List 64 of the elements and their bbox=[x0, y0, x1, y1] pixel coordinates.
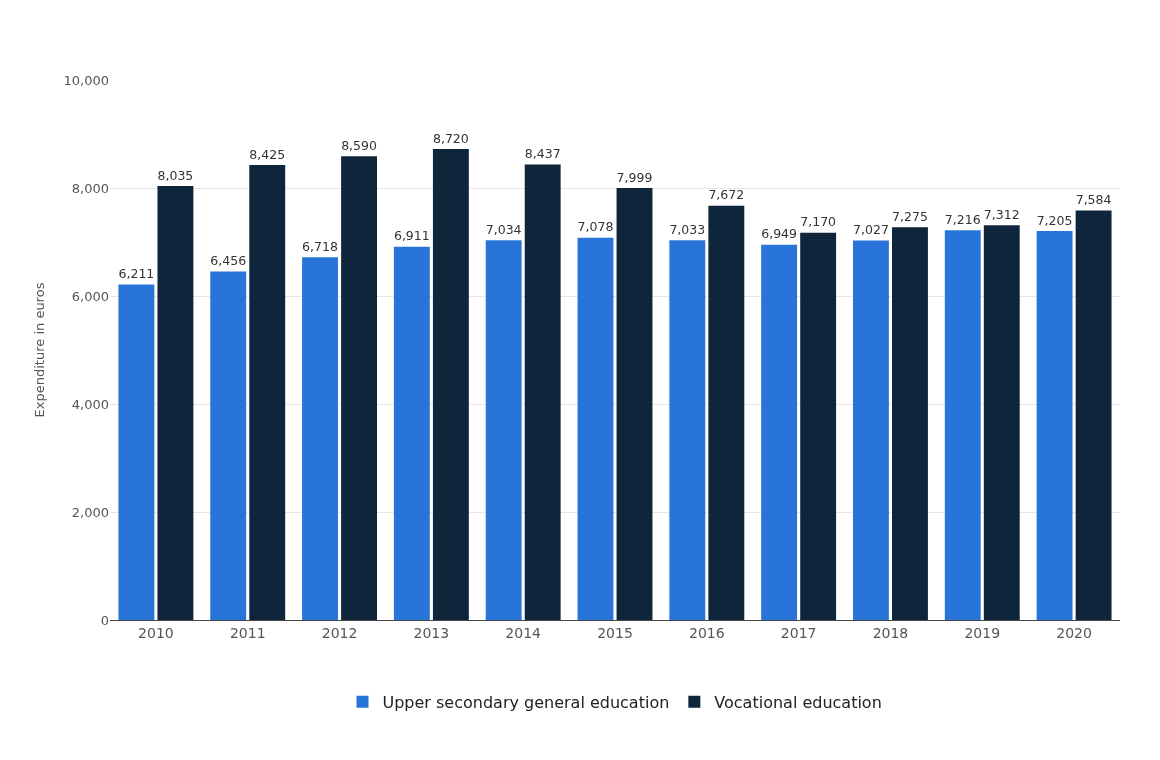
bar bbox=[1075, 210, 1112, 620]
bar bbox=[852, 240, 889, 620]
y-tick-label: 2,000 bbox=[71, 504, 109, 520]
bar bbox=[944, 230, 981, 620]
x-tick-label: 2011 bbox=[229, 624, 266, 641]
y-tick-label: 6,000 bbox=[71, 288, 109, 304]
bar bbox=[708, 205, 745, 620]
bar bbox=[341, 156, 378, 620]
bar bbox=[892, 227, 928, 620]
x-tick-label: 2013 bbox=[413, 624, 450, 641]
bar bbox=[485, 240, 522, 620]
bar bbox=[210, 271, 247, 620]
data-label: 8,425 bbox=[249, 146, 286, 162]
y-tick-label: 10,000 bbox=[63, 72, 109, 88]
x-tick-label: 2019 bbox=[964, 624, 1001, 641]
legend-label: Upper secondary general education bbox=[382, 692, 670, 712]
bar bbox=[524, 164, 561, 620]
data-label: 7,205 bbox=[1036, 212, 1073, 228]
data-label: 8,720 bbox=[432, 130, 469, 146]
bar bbox=[1036, 230, 1073, 620]
x-tick-label: 2017 bbox=[780, 624, 817, 641]
data-label: 8,590 bbox=[341, 137, 377, 153]
x-tick-label: 2012 bbox=[321, 624, 358, 641]
x-tick-label: 2015 bbox=[597, 624, 633, 641]
data-label: 7,216 bbox=[944, 212, 981, 227]
y-axis-title: Expenditure in euros bbox=[32, 282, 48, 418]
data-label: 7,034 bbox=[485, 221, 522, 237]
y-tick-label: 4,000 bbox=[71, 396, 109, 412]
data-label: 7,672 bbox=[708, 187, 745, 203]
data-label: 6,456 bbox=[210, 253, 247, 269]
x-tick-label: 2010 bbox=[138, 624, 174, 641]
data-label: 7,170 bbox=[800, 214, 837, 230]
y-tick-label: 0 bbox=[100, 612, 109, 628]
x-tick-label: 2016 bbox=[689, 624, 725, 641]
bar bbox=[800, 232, 837, 620]
y-tick-label: 8,000 bbox=[71, 180, 109, 196]
legend-label: Vocational education bbox=[714, 692, 882, 712]
bar bbox=[393, 246, 430, 620]
data-label: 6,949 bbox=[761, 226, 798, 242]
x-tick-label: 2014 bbox=[505, 624, 542, 641]
bar bbox=[616, 188, 653, 620]
data-label: 7,584 bbox=[1075, 192, 1112, 208]
data-label: 7,078 bbox=[577, 219, 614, 235]
bar bbox=[118, 284, 155, 620]
data-label: 7,027 bbox=[853, 222, 889, 238]
bar bbox=[249, 165, 286, 620]
data-label: 7,999 bbox=[616, 169, 653, 185]
data-label: 6,718 bbox=[302, 238, 338, 254]
x-tick-label: 2020 bbox=[1056, 624, 1092, 641]
x-tick-label: 2018 bbox=[872, 624, 909, 641]
bar bbox=[432, 149, 469, 620]
bar bbox=[983, 225, 1020, 620]
data-label: 7,033 bbox=[669, 221, 706, 237]
data-label: 7,312 bbox=[983, 206, 1020, 222]
bar bbox=[669, 240, 706, 620]
data-label: 8,437 bbox=[524, 146, 561, 162]
data-label: 6,911 bbox=[393, 228, 430, 244]
data-label: 7,275 bbox=[892, 208, 928, 224]
bar bbox=[157, 186, 194, 620]
bar bbox=[302, 257, 338, 620]
bar bbox=[577, 237, 614, 620]
data-label: 6,211 bbox=[118, 266, 155, 282]
bar bbox=[761, 244, 798, 620]
data-label: 8,035 bbox=[157, 167, 194, 183]
